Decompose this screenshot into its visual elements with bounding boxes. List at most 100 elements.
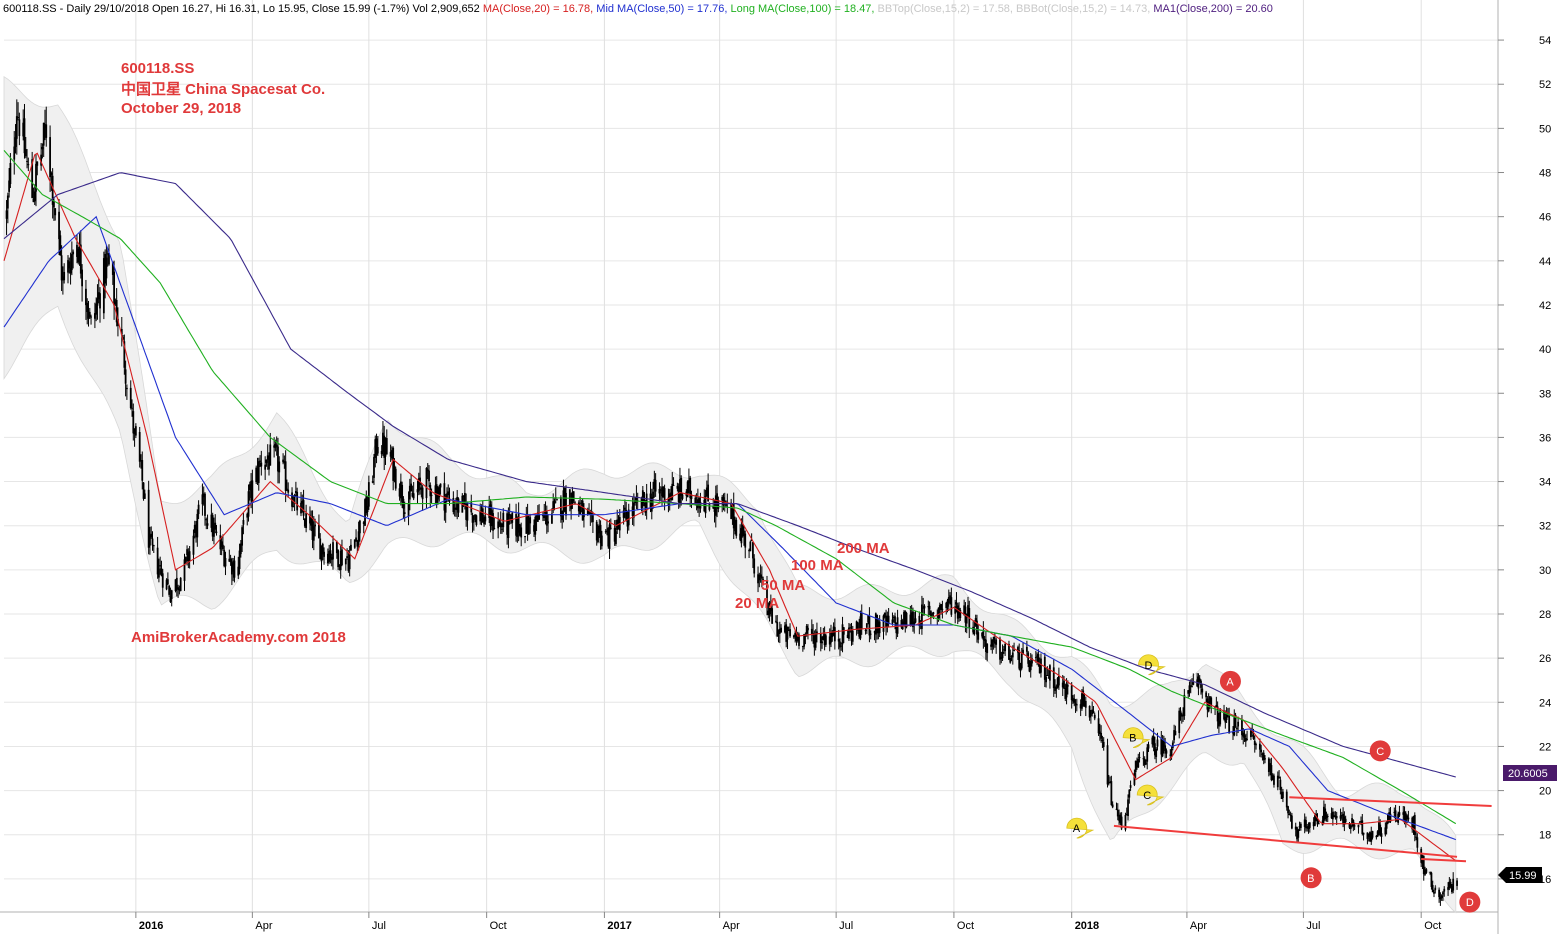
price-bar-body: [816, 631, 818, 635]
price-bar-body: [438, 487, 441, 498]
indicator-1: Mid MA(Close,50) = 17.76,: [593, 3, 727, 15]
x-tick-label: Apr: [723, 920, 740, 932]
price-bar-body: [96, 298, 99, 306]
price-bar-body: [743, 530, 745, 537]
price-bar-body: [931, 614, 934, 616]
price-bar-body: [511, 512, 514, 523]
price-bar-body: [1020, 653, 1023, 669]
price-bar-body: [1124, 814, 1127, 830]
price-bar-body: [553, 500, 556, 504]
price-bar-body: [705, 487, 708, 497]
price-bar-body: [375, 438, 378, 455]
price-bar-body: [232, 562, 235, 572]
price-bar-body: [502, 512, 505, 528]
price-bar-body: [205, 519, 208, 521]
x-tick-label: 2017: [607, 920, 631, 932]
price-bar-body: [1115, 808, 1118, 810]
price-bar-body: [147, 489, 150, 548]
price-bar-body: [1440, 895, 1443, 899]
price-bar-body: [981, 632, 983, 637]
price-bar-body: [206, 523, 209, 526]
price-bar-body: [22, 122, 25, 137]
price-bar-body: [248, 484, 251, 491]
price-bar-body: [1116, 809, 1119, 817]
price-bar-body: [457, 498, 460, 513]
price-bar-body: [698, 497, 701, 507]
price-bar-body: [1092, 711, 1095, 714]
price-bar-body: [623, 507, 626, 510]
price-bar-body: [61, 276, 64, 281]
price-bar-body: [1366, 832, 1369, 839]
price-bar-body: [358, 520, 361, 534]
price-bar-body: [1133, 772, 1136, 785]
price-bar-body: [626, 519, 629, 527]
price-bar-body: [597, 531, 599, 543]
price-bar-body: [1164, 745, 1167, 752]
ma-line-ma100: [3, 150, 1457, 825]
pattern-marker-red: [1219, 670, 1241, 692]
price-bar-body: [1287, 806, 1289, 814]
price-bar-body: [607, 528, 610, 547]
price-bar-body: [408, 485, 411, 500]
price-bar-body: [202, 493, 205, 498]
price-bar-body: [527, 517, 530, 535]
y-tick-label: 22: [1539, 741, 1551, 753]
price-bar-body: [795, 634, 798, 642]
price-bar-body: [735, 519, 738, 536]
price-bar-body: [1305, 820, 1307, 829]
price-bar-body: [667, 497, 670, 505]
price-bar-body: [229, 558, 232, 563]
price-bar-body: [640, 497, 643, 508]
price-bar-body: [1456, 880, 1458, 886]
price-bar-body: [789, 629, 791, 637]
price-bar-body: [1022, 649, 1024, 654]
price-bar-body: [583, 509, 585, 518]
price-bar-body: [1120, 816, 1123, 829]
price-bar-body: [577, 502, 580, 512]
price-bar-body: [149, 534, 151, 546]
price-bar-body: [475, 515, 478, 525]
price-bar-body: [1379, 824, 1382, 836]
price-bar-body: [749, 541, 752, 552]
price-bar-body: [1151, 737, 1154, 745]
y-tick-label: 16: [1539, 874, 1551, 886]
pattern-label: B: [1129, 733, 1136, 745]
price-bar-body: [87, 311, 90, 319]
price-bar-body: [1187, 690, 1190, 694]
price-bar-body: [1344, 818, 1347, 823]
price-bar-body: [883, 612, 886, 618]
price-bar-body: [76, 244, 78, 257]
price-bar-body: [1018, 650, 1021, 669]
price-bar-body: [860, 613, 863, 629]
price-bar-body: [748, 550, 750, 552]
price-bar-body: [1179, 710, 1182, 717]
price-bar-body: [1367, 833, 1370, 837]
price-bar-body: [1278, 776, 1280, 779]
price-bar-body: [175, 577, 178, 590]
price-bar-body: [465, 504, 468, 520]
price-bar-body: [1306, 826, 1309, 829]
price-bar-body: [1425, 869, 1428, 873]
price-bar-body: [471, 515, 474, 523]
price-bar-body: [891, 619, 894, 624]
price-bar-body: [768, 602, 771, 615]
price-bar-body: [658, 488, 661, 494]
price-bar-body: [328, 550, 331, 562]
price-bar-body: [813, 635, 816, 648]
price-bar-body: [973, 628, 976, 635]
price-bar-body: [831, 632, 834, 638]
price-bar-body: [598, 525, 601, 534]
price-bar-body: [574, 502, 576, 504]
pattern-points: A B C D A B C D: [1066, 654, 1481, 913]
price-bar-body: [796, 634, 799, 641]
price-bar-body: [1002, 649, 1005, 651]
price-bar-body: [268, 458, 270, 470]
y-tick-label: 54: [1539, 35, 1551, 47]
pattern-label: B: [1307, 873, 1314, 885]
price-bar-body: [97, 292, 100, 300]
price-bar-body: [1182, 715, 1184, 717]
price-bar-body: [972, 626, 975, 633]
price-bar-body: [389, 451, 392, 457]
indicator-4: BBBot(Close,15,2) = 14.73,: [1013, 3, 1150, 15]
